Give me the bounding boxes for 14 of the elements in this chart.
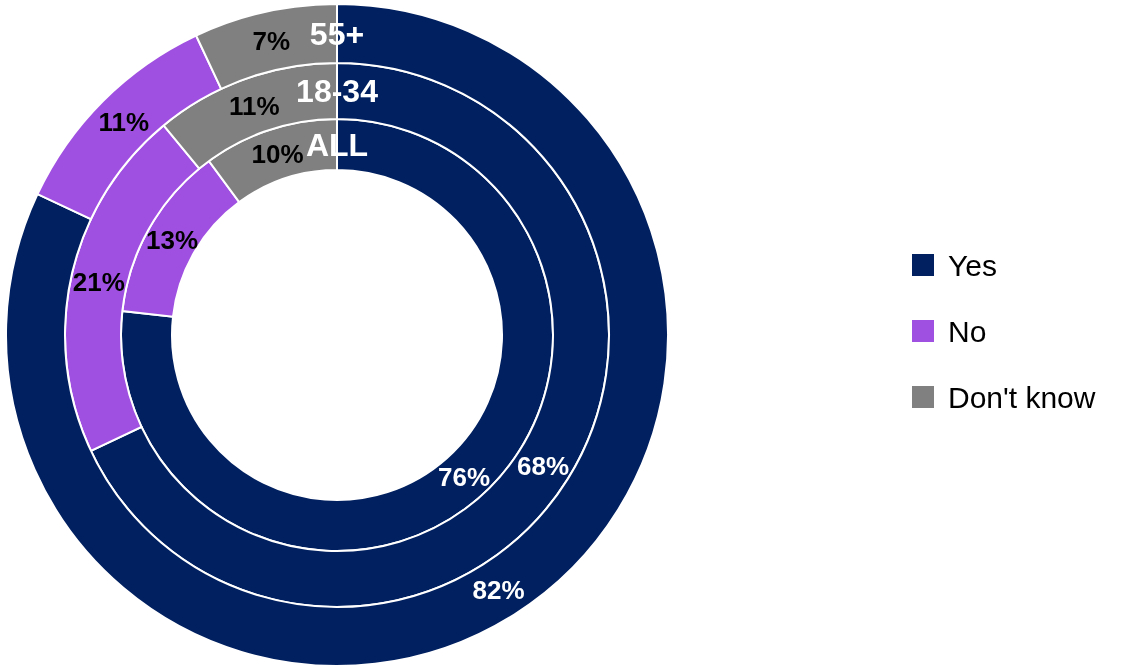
data-label: 11% — [229, 90, 280, 121]
legend-label: No — [948, 314, 987, 348]
slice-label: ALL — [305, 126, 369, 163]
data-label: 10% — [251, 139, 304, 170]
data-label: 68% — [516, 450, 570, 481]
data-label: 11% — [98, 106, 150, 137]
legend-label: Don't know — [948, 380, 1096, 414]
legend-label: Yes — [948, 248, 997, 282]
data-label: 76% — [438, 462, 491, 493]
data-label: 13% — [146, 224, 199, 255]
data-label: 21% — [72, 266, 125, 297]
data-label: 7% — [252, 25, 291, 56]
data-label: 82% — [472, 574, 525, 605]
slice-label: 55+ — [309, 15, 365, 52]
